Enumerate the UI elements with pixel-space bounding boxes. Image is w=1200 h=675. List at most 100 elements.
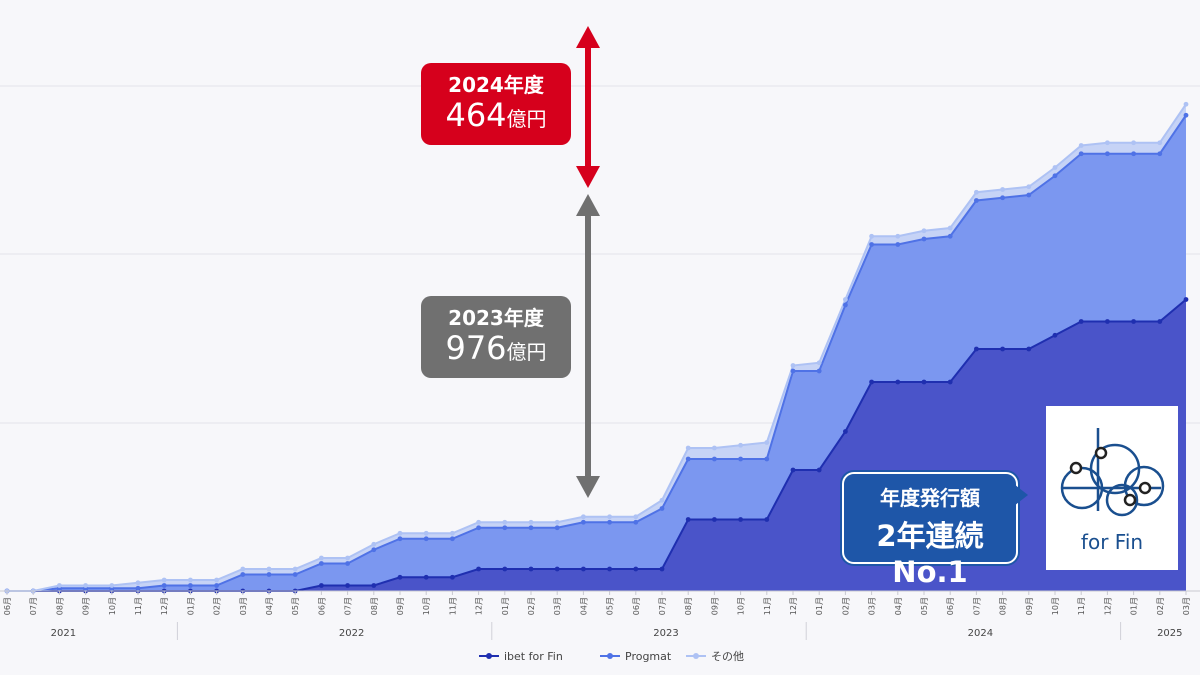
data-point	[1157, 140, 1163, 146]
data-point	[633, 519, 639, 525]
data-point	[1078, 143, 1084, 148]
data-point	[554, 519, 560, 525]
x-tick-label: 12月	[1103, 597, 1112, 615]
data-point	[947, 225, 953, 231]
data-point	[240, 572, 246, 577]
x-tick-label: 07月	[344, 597, 353, 615]
legend-label: その他	[711, 650, 744, 663]
data-point	[1052, 332, 1058, 338]
data-point	[607, 519, 612, 525]
arrow-2024-head-up	[576, 26, 600, 48]
data-point	[554, 525, 560, 531]
x-tick-label: 04月	[265, 597, 274, 615]
data-point	[319, 561, 324, 566]
data-point	[1026, 346, 1032, 352]
data-point	[397, 574, 403, 580]
data-point	[895, 233, 901, 239]
data-point	[738, 442, 743, 448]
x-tick-label: 08月	[999, 597, 1008, 615]
data-point	[633, 514, 639, 520]
data-point	[528, 525, 534, 531]
arrow-2024-head-down	[576, 166, 600, 188]
data-point	[161, 583, 167, 588]
x-tick-label: 08月	[55, 597, 64, 615]
data-point	[423, 530, 429, 536]
arrow-2023-shaft	[585, 212, 591, 482]
badge-pointer	[1014, 484, 1028, 506]
x-year-label: 2021	[51, 628, 76, 639]
data-point	[764, 440, 770, 445]
data-point	[1183, 101, 1189, 107]
data-point	[1183, 112, 1189, 118]
data-point	[869, 379, 874, 385]
arrow-2023-head-up	[576, 194, 600, 216]
data-point	[397, 530, 403, 536]
x-tick-label: 05月	[920, 597, 929, 615]
x-axis: 06月 07月 08月 09月 10月 11月 12月 01月 02月 03月 04月 05月 06月 0…	[0, 590, 1200, 640]
data-point	[502, 519, 508, 525]
data-point	[712, 445, 717, 451]
x-tick-label: 07月	[658, 597, 667, 615]
x-tick-label: 03月	[868, 597, 877, 615]
data-point	[1157, 319, 1163, 324]
data-point	[554, 566, 560, 572]
data-point	[371, 583, 377, 588]
x-tick-label: 02月	[213, 597, 222, 615]
callout-fy2023-label: 2023年度	[448, 306, 544, 330]
data-point	[607, 514, 612, 520]
x-tick-label: 08月	[684, 597, 693, 615]
data-point	[712, 456, 717, 462]
data-point	[266, 566, 272, 572]
data-point	[450, 530, 455, 536]
series-points	[4, 101, 1189, 594]
data-point	[895, 242, 901, 247]
data-point	[502, 566, 508, 572]
data-point	[1157, 151, 1163, 157]
data-point	[633, 566, 639, 572]
callout-fy2023: 2023年度 976億円	[421, 296, 571, 378]
data-point	[1131, 151, 1136, 157]
legend-label: Progmat	[625, 650, 672, 663]
x-tick-label: 11月	[448, 597, 457, 615]
x-tick-label: 04月	[579, 597, 588, 615]
x-tick-label: 09月	[1025, 597, 1034, 615]
data-point	[214, 577, 220, 583]
data-point	[450, 536, 455, 542]
x-tick-label: 02月	[527, 597, 536, 615]
data-point	[476, 566, 481, 572]
data-point	[685, 517, 691, 522]
area-Progmat	[7, 115, 1186, 591]
data-point	[869, 242, 874, 247]
data-point	[659, 497, 665, 503]
data-point	[109, 583, 115, 588]
data-point	[345, 561, 350, 566]
data-point	[1105, 140, 1110, 146]
data-point	[345, 555, 350, 561]
data-point	[1078, 151, 1084, 157]
x-tick-label: 10月	[108, 597, 117, 615]
data-point	[816, 467, 822, 473]
data-point	[974, 346, 979, 352]
data-point	[659, 506, 665, 511]
callout-fy2023-value: 976	[445, 329, 507, 367]
data-point	[581, 514, 586, 520]
badge-line1: 年度発行額	[880, 486, 980, 510]
data-point	[764, 456, 770, 462]
data-point	[921, 379, 927, 385]
data-point	[738, 517, 743, 522]
x-year-label: 2023	[653, 628, 678, 639]
x-year-label: 2024	[968, 628, 993, 639]
data-point	[1000, 195, 1005, 201]
data-point	[685, 445, 691, 451]
data-point	[1131, 319, 1136, 324]
data-point	[1000, 187, 1005, 192]
data-point	[921, 236, 927, 242]
x-tick-label: 01月	[1130, 597, 1139, 615]
callout-fy2023-unit: 億円	[506, 340, 547, 364]
data-point	[476, 519, 481, 525]
legend-marker	[486, 653, 492, 659]
data-point	[1105, 319, 1110, 324]
data-point	[528, 566, 534, 572]
data-point	[1105, 151, 1110, 157]
